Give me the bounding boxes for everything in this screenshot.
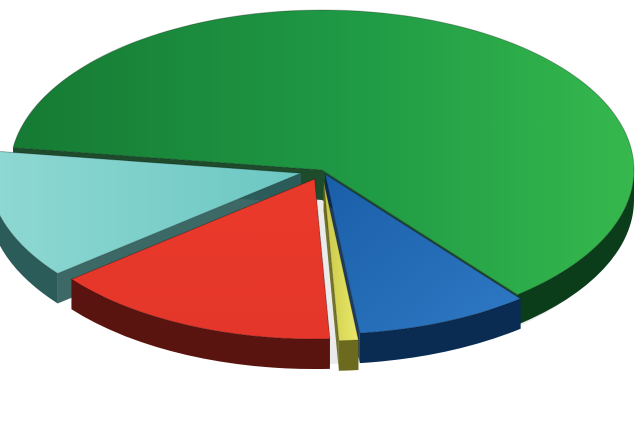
pie-slice-red-side [71,279,330,370]
pie-slice-yellow [323,180,359,342]
pie-slice-cyan [0,151,301,275]
pie-slice-blue [324,172,522,334]
pie-slice-cyan-side [0,215,58,304]
pie-slice-red [70,178,331,340]
pie-slice-yellow-cut-1 [323,180,339,371]
pie-slice-blue-side [359,298,521,364]
pie-slice-green [12,9,635,296]
pie-slices-group [0,9,635,371]
pie-slice-yellow-side [338,339,359,371]
pie-slice-green-side [517,170,634,325]
